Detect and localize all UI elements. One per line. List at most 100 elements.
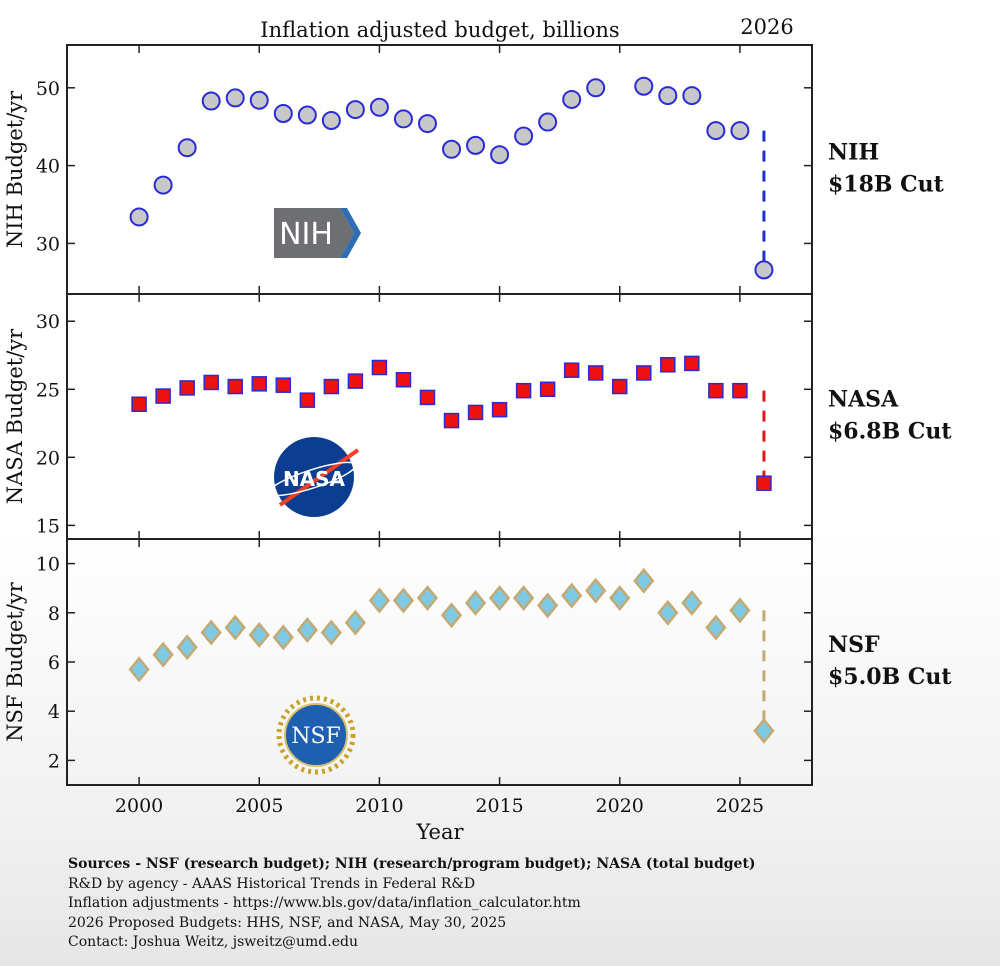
x-tick-label: 2000 <box>115 795 163 817</box>
data-point <box>634 76 654 96</box>
data-point <box>392 587 415 614</box>
data-point <box>609 585 631 612</box>
x-tick-label: 2010 <box>355 795 403 817</box>
x-axis-label: Year <box>415 820 464 844</box>
data-point <box>419 389 436 406</box>
y-tick-label: 30 <box>36 233 60 255</box>
x-tick-label: 2005 <box>235 795 283 817</box>
data-point <box>201 91 221 111</box>
data-point <box>248 621 270 648</box>
y-axis-label: NSF Budget/yr <box>3 581 27 742</box>
data-point <box>155 388 171 404</box>
data-point <box>371 359 388 376</box>
data-point <box>633 567 655 594</box>
data-point <box>179 380 195 396</box>
x-tick-label: 2015 <box>475 795 523 817</box>
data-point <box>660 357 676 373</box>
nih-logo-badge <box>274 208 354 258</box>
cut-label-amount: $6.8B Cut <box>828 419 952 445</box>
y-axis-label: NASA Budget/yr <box>3 328 27 504</box>
projected-point <box>753 717 775 744</box>
cut-label-amount: $5.0B Cut <box>828 664 952 690</box>
data-point <box>730 121 750 141</box>
data-point <box>440 602 463 629</box>
data-point <box>323 378 340 395</box>
data-point <box>587 365 604 381</box>
data-point <box>369 97 389 117</box>
y-tick-label: 20 <box>36 447 60 469</box>
panel-frame <box>66 538 813 786</box>
sources-line: Inflation adjustments - https://www.bls.… <box>68 895 581 911</box>
data-point <box>467 404 484 421</box>
data-point <box>586 78 606 98</box>
data-point <box>176 634 198 661</box>
highlight-year-label: 2026 <box>740 15 793 39</box>
data-point <box>490 145 510 165</box>
sources-block: Sources - NSF (research budget); NIH (re… <box>68 855 756 953</box>
nasa-logo-orbit <box>267 461 357 497</box>
y-tick-label: 50 <box>36 78 60 100</box>
y-tick-label: 8 <box>48 603 60 625</box>
cut-label-amount: $18B Cut <box>828 172 945 198</box>
data-point <box>320 619 342 646</box>
data-point <box>200 619 222 646</box>
nasa-logo-swoosh <box>278 448 360 507</box>
data-point <box>585 577 607 604</box>
sources-line: R&D by agency - AAAS Historical Trends i… <box>68 875 476 892</box>
data-point <box>491 401 508 418</box>
cut-label-agency: NSF <box>828 632 880 658</box>
data-point <box>464 589 487 616</box>
data-point <box>225 88 245 108</box>
nsf-logo-globe <box>284 703 348 767</box>
nih-logo-arrow <box>340 208 361 258</box>
data-point <box>539 381 556 398</box>
data-point <box>395 372 412 388</box>
panel-frame <box>66 293 813 540</box>
data-point <box>344 609 367 636</box>
data-point <box>275 377 292 393</box>
data-point <box>368 587 391 614</box>
x-tick-label: 2020 <box>596 795 644 817</box>
data-point <box>732 382 748 399</box>
logo-text: NASA <box>283 467 346 491</box>
projected-point <box>754 260 774 280</box>
data-point <box>729 597 751 624</box>
nsf-logo-rays <box>276 695 356 775</box>
data-point <box>224 614 246 641</box>
data-point <box>561 582 583 609</box>
logo-text: NSF <box>291 724 341 749</box>
data-point <box>273 103 293 123</box>
y-tick-label: 10 <box>36 554 60 576</box>
chart-title: Inflation adjusted budget, billions <box>260 18 619 42</box>
y-tick-label: 15 <box>36 515 60 537</box>
data-point <box>152 641 174 668</box>
data-point <box>537 592 559 619</box>
data-point <box>249 90 269 110</box>
data-point <box>347 373 364 389</box>
y-tick-label: 25 <box>36 379 60 401</box>
data-point <box>514 126 534 146</box>
data-point <box>611 378 628 395</box>
data-point <box>443 412 460 429</box>
cut-label-agency: NASA <box>828 387 899 413</box>
data-point <box>636 365 652 381</box>
data-point <box>227 378 243 395</box>
x-tick-label: 2025 <box>716 795 764 817</box>
y-tick-label: 2 <box>48 750 60 772</box>
data-point <box>488 585 511 612</box>
data-point <box>177 138 197 158</box>
y-tick-label: 40 <box>36 156 60 178</box>
y-tick-label: 4 <box>48 701 60 723</box>
data-point <box>129 207 149 227</box>
data-point <box>153 175 173 195</box>
sources-line: 2026 Proposed Budgets: HHS, NSF, and NAS… <box>68 914 507 931</box>
projected-point <box>756 475 772 491</box>
data-point <box>466 135 486 155</box>
data-point <box>515 382 532 399</box>
data-point <box>684 355 700 372</box>
logo-text: NIH <box>279 217 333 252</box>
data-point <box>682 86 702 106</box>
data-point <box>705 614 727 641</box>
data-point <box>416 585 439 612</box>
budget-chart: Inflation adjusted budget, billions 2026 3… <box>3 15 952 844</box>
